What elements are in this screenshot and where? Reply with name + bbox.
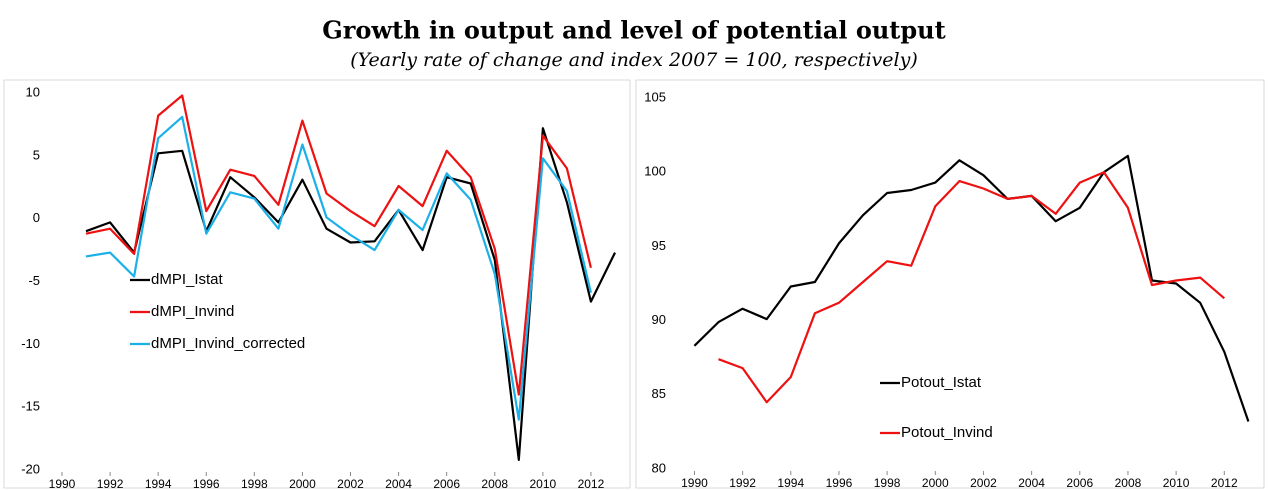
x-tick-label: 1998 <box>874 476 901 490</box>
legend-label: Potout_Invind <box>901 424 993 441</box>
y-tick-label: 85 <box>652 386 666 401</box>
x-tick-label: 1998 <box>241 477 268 491</box>
legend-label: Potout_Istat <box>901 374 982 391</box>
x-tick-label: 2010 <box>529 477 556 491</box>
x-tick-label: 2006 <box>433 477 460 491</box>
series-line <box>85 115 592 421</box>
x-tick-label: 2008 <box>1115 476 1142 490</box>
x-tick-label: 2000 <box>922 476 949 490</box>
x-tick-label: 2004 <box>1018 476 1045 490</box>
x-tick-label: 2006 <box>1066 476 1093 490</box>
y-tick-label: -20 <box>21 461 40 476</box>
legend-label: dMPI_Invind_corrected <box>151 335 305 352</box>
x-tick-label: 2000 <box>289 477 316 491</box>
x-tick-label: 2012 <box>1211 476 1238 490</box>
y-tick-label: 5 <box>33 147 40 162</box>
x-tick-label: 1994 <box>777 476 804 490</box>
x-tick-label: 1990 <box>681 476 708 490</box>
y-tick-label: 80 <box>652 460 666 475</box>
subtitle: (Yearly rate of change and index 2007 = … <box>350 49 918 71</box>
y-tick-label: -10 <box>21 336 40 351</box>
x-tick-label: 1994 <box>145 477 172 491</box>
x-tick-label: 2002 <box>337 477 364 491</box>
x-tick-label: 2010 <box>1163 476 1190 490</box>
x-tick-label: 2004 <box>385 477 412 491</box>
series-line <box>718 171 1226 404</box>
y-tick-label: 100 <box>644 164 666 179</box>
x-tick-label: 1992 <box>729 476 756 490</box>
x-tick-label: 2002 <box>970 476 997 490</box>
x-tick-label: 2012 <box>578 477 605 491</box>
y-tick-label: 90 <box>652 312 666 327</box>
legend-label: dMPI_Invind <box>151 303 234 320</box>
y-tick-label: 10 <box>26 84 40 99</box>
y-tick-label: -15 <box>21 399 40 414</box>
series-line <box>85 94 592 396</box>
y-tick-label: -5 <box>28 273 40 288</box>
x-tick-label: 2008 <box>481 477 508 491</box>
x-tick-label: 1992 <box>97 477 124 491</box>
x-tick-label: 1996 <box>826 476 853 490</box>
series-line <box>693 154 1250 422</box>
title: Growth in output and level of potential … <box>322 16 945 45</box>
x-tick-label: 1996 <box>193 477 220 491</box>
series-line <box>85 127 616 461</box>
right-panel-frame <box>635 79 1265 489</box>
y-tick-label: 0 <box>33 210 40 225</box>
y-tick-label: 105 <box>644 89 666 104</box>
left-panel-frame <box>3 79 631 489</box>
x-tick-label: 1990 <box>49 477 76 491</box>
legend-label: dMPI_Istat <box>151 271 224 288</box>
y-tick-label: 95 <box>652 238 666 253</box>
